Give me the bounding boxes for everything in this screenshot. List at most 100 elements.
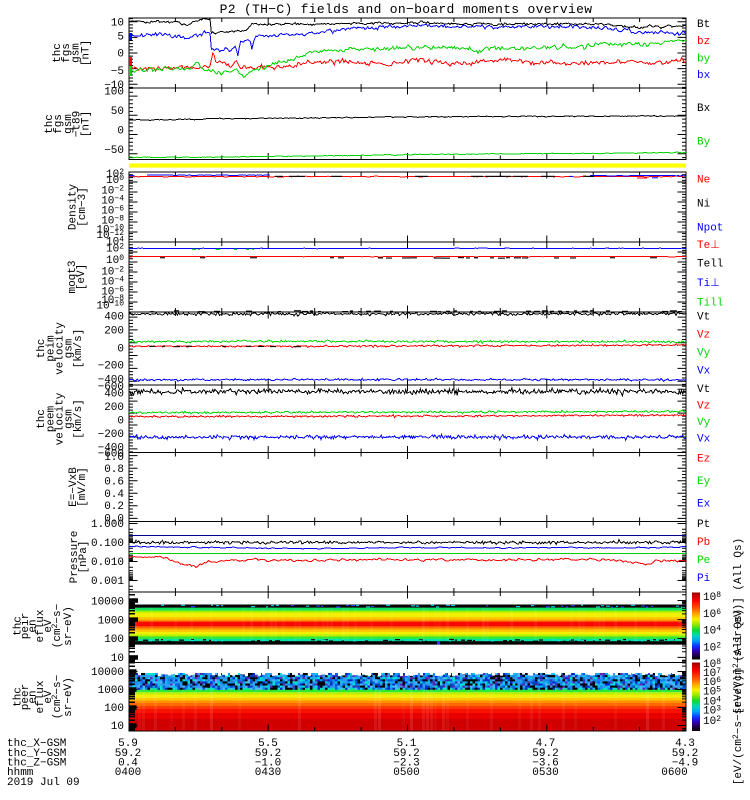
svg-text:[km/s]: [km/s] (73, 399, 85, 439)
svg-text:thc_X−GSM: thc_X−GSM (7, 738, 66, 750)
svg-text:eflux: eflux (35, 609, 47, 642)
svg-text:−2.3: −2.3 (393, 758, 419, 770)
svg-text:−400: −400 (98, 443, 124, 455)
svg-text:−600: −600 (98, 382, 124, 394)
svg-text:0500: 0500 (393, 767, 419, 779)
svg-text:thc: thc (36, 409, 48, 429)
svg-text:Vy: Vy (697, 348, 711, 360)
svg-text:−1.0: −1.0 (255, 758, 281, 770)
svg-text:Vy: Vy (697, 417, 711, 429)
svg-text:10: 10 (111, 721, 124, 733)
svg-text:Vx: Vx (697, 366, 711, 378)
svg-text:50: 50 (111, 106, 124, 118)
svg-text:Ey: Ey (697, 476, 711, 488)
svg-text:5.9: 5.9 (118, 738, 138, 750)
svg-text:en: en (28, 619, 40, 632)
svg-text:Pi: Pi (697, 573, 711, 585)
svg-text:by: by (697, 54, 711, 66)
svg-text:0.4: 0.4 (118, 758, 138, 770)
svg-text:−200: −200 (98, 361, 124, 373)
svg-text:1000: 1000 (98, 615, 124, 627)
svg-text:thc: thc (36, 339, 48, 359)
svg-text:Vz: Vz (697, 400, 710, 412)
svg-text:bx: bx (697, 70, 711, 82)
svg-text:10000: 10000 (91, 597, 124, 609)
svg-text:−4.9: −4.9 (672, 758, 698, 770)
svg-text:0: 0 (117, 126, 124, 138)
svg-text:400: 400 (104, 312, 124, 324)
svg-text:thc: thc (52, 43, 64, 63)
svg-text:10: 10 (111, 653, 124, 665)
svg-text:Tell: Tell (697, 259, 723, 271)
svg-text:0.6: 0.6 (104, 477, 124, 489)
svg-text:eV: eV (43, 690, 55, 704)
svg-text:Bx: Bx (697, 103, 711, 115)
svg-text:0.100: 0.100 (91, 538, 124, 550)
svg-text:100: 100 (104, 634, 124, 646)
svg-text:−50: −50 (104, 145, 124, 157)
svg-text:thc: thc (44, 114, 56, 134)
svg-text:eflux: eflux (35, 680, 47, 713)
svg-text:Pt: Pt (697, 519, 710, 531)
svg-text:−3.6: −3.6 (532, 758, 558, 770)
svg-text:peer: peer (20, 684, 32, 710)
svg-text:Pressure: Pressure (69, 531, 81, 584)
svg-text:Pb: Pb (697, 537, 710, 549)
svg-text:−5: −5 (111, 66, 124, 78)
svg-text:100: 100 (104, 703, 124, 715)
svg-text:[nT]: [nT] (81, 111, 93, 137)
svg-text:59.2: 59.2 (393, 748, 419, 760)
svg-text:(cm2−s−: (cm2−s− (51, 604, 64, 648)
svg-text:4.3: 4.3 (675, 738, 695, 750)
svg-text:Density: Density (68, 184, 80, 231)
svg-text:[eV/(cm2−s−sr−eV)] (All Qs): [eV/(cm2−s−sr−eV)] (All Qs) (732, 538, 745, 714)
svg-text:Ni: Ni (697, 199, 711, 211)
svg-text:100: 100 (104, 87, 124, 99)
svg-text:[mV/m]: [mV/m] (77, 467, 89, 507)
svg-text:0: 0 (117, 416, 124, 428)
svg-text:1.0: 1.0 (104, 452, 124, 464)
svg-text:0.010: 0.010 (91, 557, 124, 569)
svg-text:0: 0 (117, 49, 124, 61)
svg-text:59.2: 59.2 (672, 748, 698, 760)
svg-text:P2 (TH−C) fields and on−board: P2 (TH−C) fields and on−board moments ov… (220, 2, 593, 17)
svg-text:Ez: Ez (697, 454, 710, 466)
svg-text:[nPa]: [nPa] (78, 540, 90, 573)
svg-text:gsm: gsm (63, 114, 75, 134)
svg-text:4.7: 4.7 (536, 738, 556, 750)
svg-text:0.001: 0.001 (91, 576, 124, 588)
svg-text:1.000: 1.000 (91, 519, 124, 531)
svg-text:[km/s]: [km/s] (73, 329, 85, 369)
svg-text:5: 5 (117, 32, 124, 44)
svg-text:en: en (28, 690, 40, 703)
svg-text:sr−eV): sr−eV) (63, 677, 75, 717)
svg-text:fgs: fgs (61, 43, 73, 63)
svg-text:59.2: 59.2 (255, 748, 281, 760)
svg-text:5.1: 5.1 (397, 738, 417, 750)
svg-text:−t89: −t89 (72, 111, 84, 137)
svg-text:1000: 1000 (98, 685, 124, 697)
svg-text:gsm: gsm (64, 409, 76, 429)
svg-text:gsm: gsm (64, 338, 76, 358)
svg-text:Vt: Vt (697, 312, 710, 324)
svg-text:0.8: 0.8 (104, 464, 124, 476)
svg-text:0400: 0400 (115, 767, 141, 779)
svg-text:10: 10 (111, 18, 124, 30)
svg-text:0430: 0430 (255, 767, 281, 779)
svg-text:fgs: fgs (53, 114, 65, 134)
svg-text:Ne: Ne (697, 175, 710, 187)
svg-text:Ex: Ex (697, 499, 711, 511)
svg-text:Pe: Pe (697, 555, 710, 567)
svg-text:By: By (697, 137, 711, 149)
svg-text:thc_Z−GSM: thc_Z−GSM (7, 758, 66, 770)
svg-text:peem: peem (46, 405, 58, 432)
svg-text:Te⊥: Te⊥ (697, 240, 720, 252)
svg-text:thc_Y−GSM: thc_Y−GSM (7, 748, 66, 760)
svg-text:0.4: 0.4 (104, 489, 124, 501)
svg-text:−200: −200 (98, 429, 124, 441)
svg-text:0: 0 (117, 344, 124, 356)
svg-text:eV: eV (43, 619, 55, 633)
svg-text:5.5: 5.5 (258, 738, 278, 750)
svg-text:Npot: Npot (697, 223, 723, 235)
svg-text:Vz: Vz (697, 330, 710, 342)
